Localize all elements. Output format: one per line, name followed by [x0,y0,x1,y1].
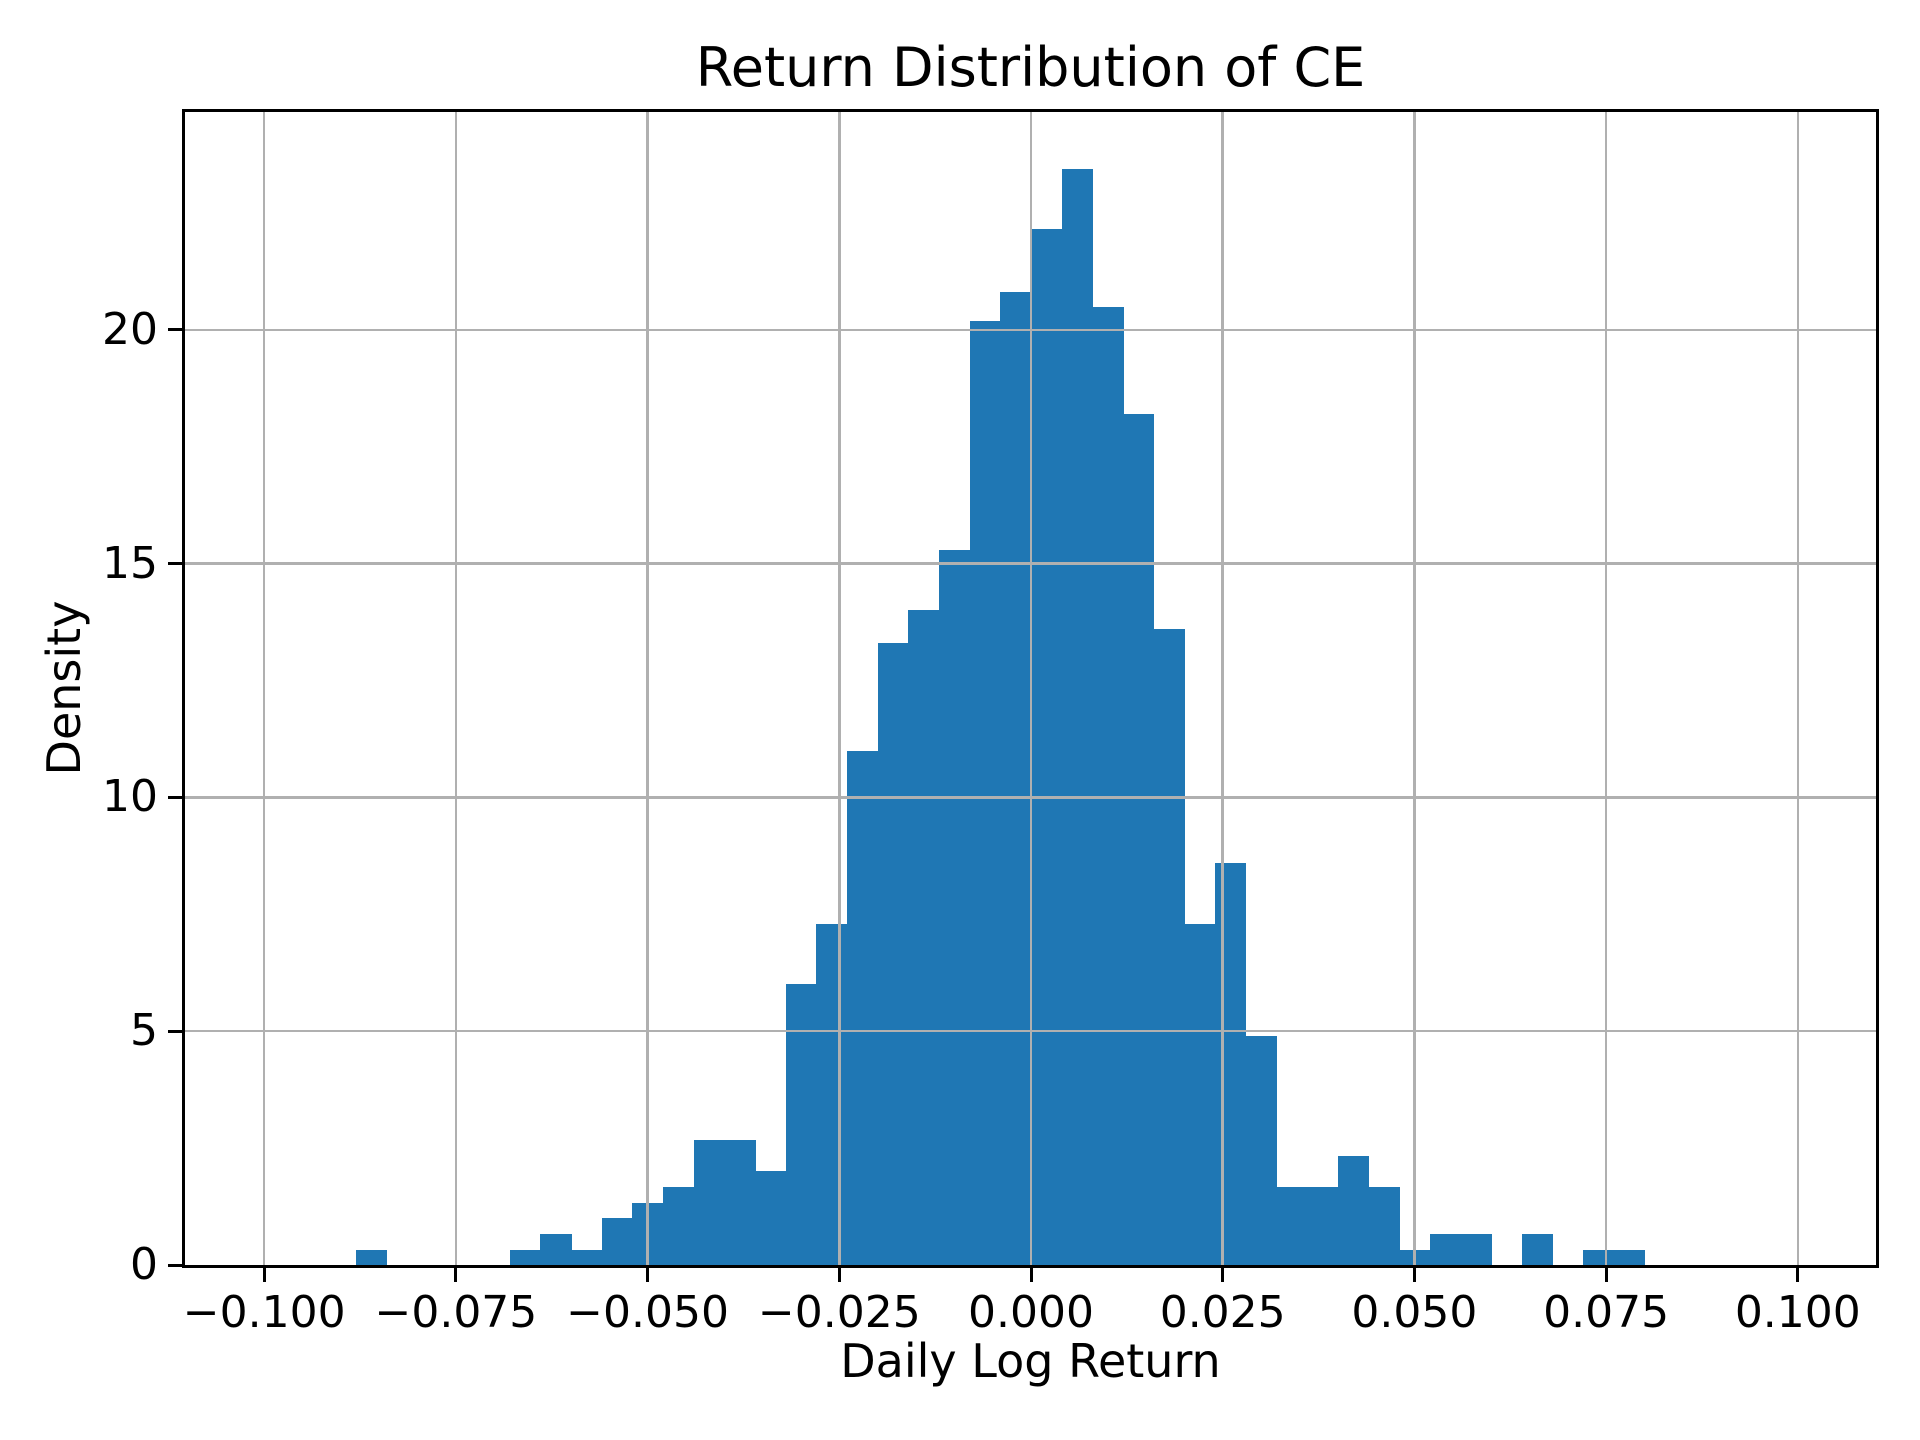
histogram-bar [1123,414,1155,1265]
x-tick-mark [646,1268,650,1282]
x-tick-label: −0.050 [566,1287,730,1338]
grid-line-horizontal [185,796,1876,799]
grid-line-vertical [454,112,458,1265]
histogram-bar [877,643,909,1265]
histogram-bar [1613,1249,1646,1265]
histogram-bar [1000,292,1032,1265]
y-tick-mark [168,328,182,332]
y-tick-label: 0 [130,1239,158,1290]
histogram-bar [693,1140,725,1265]
histogram-bar [938,549,971,1265]
plot-area [185,112,1876,1265]
histogram-bar [540,1233,572,1265]
histogram-bar [1429,1233,1461,1265]
histogram-bar [1215,862,1247,1265]
grid-line-horizontal [185,328,1876,332]
x-tick-mark [1796,1268,1800,1282]
histogram-bar [724,1140,756,1265]
histogram-bar [356,1249,388,1265]
x-tick-label: 0.075 [1543,1287,1670,1338]
x-axis-label: Daily Log Return [840,1334,1221,1388]
histogram-bar [754,1171,787,1265]
histogram-bar [816,923,848,1265]
grid-line-horizontal [185,1029,1876,1033]
grid-line-vertical [262,112,266,1265]
histogram-bar [570,1249,603,1265]
y-axis-label: Density [37,600,91,776]
x-tick-mark [262,1268,266,1282]
histogram-bar [1521,1233,1554,1265]
histogram-bar [1031,229,1063,1265]
x-tick-label: −0.075 [374,1287,538,1338]
histogram-bar [1368,1186,1400,1265]
histogram-bar [1092,306,1124,1265]
x-tick-label: 0.050 [1351,1287,1478,1338]
x-tick-label: −0.100 [182,1287,346,1338]
grid-line-horizontal [185,562,1876,565]
histogram-bar [969,320,1001,1265]
histogram-bar [601,1218,633,1265]
x-tick-label: 0.025 [1159,1287,1286,1338]
histogram-bar [1061,168,1093,1265]
x-tick-mark [837,1268,841,1282]
histogram-bar [846,750,879,1265]
x-tick-mark [454,1268,458,1282]
x-tick-mark [1604,1268,1608,1282]
histogram-bar [785,984,817,1265]
histogram-bar [1307,1186,1339,1265]
grid-line-vertical [1221,112,1224,1265]
grid-line-vertical [1029,112,1033,1265]
y-tick-label: 10 [102,771,158,823]
y-tick-label: 5 [130,1005,158,1057]
chart-title: Return Distribution of CE [695,36,1366,99]
x-tick-mark [1412,1268,1416,1282]
x-tick-mark [1029,1268,1033,1282]
histogram-bar [1184,923,1216,1265]
x-tick-mark [1221,1268,1225,1282]
histogram-bar [662,1186,695,1265]
y-tick-mark [168,1029,182,1033]
y-tick-label: 20 [102,303,158,355]
histogram-bar [509,1249,541,1265]
x-tick-label: −0.025 [757,1287,921,1338]
histogram-bar [1245,1035,1277,1265]
histogram-bar [1153,629,1185,1265]
grid-line-vertical [1796,112,1800,1265]
histogram-bar [1583,1249,1615,1265]
grid-line-vertical [838,112,841,1265]
histogram-bar [1460,1233,1492,1265]
grid-line-vertical [646,112,649,1265]
y-tick-label: 15 [102,537,158,589]
histogram-bar [1337,1156,1369,1265]
x-tick-label: 0.100 [1734,1287,1861,1338]
y-tick-mark [168,562,182,566]
histogram-bar [1276,1186,1308,1265]
grid-line-vertical [1604,112,1608,1265]
histogram-bar [908,610,940,1265]
y-tick-mark [168,1263,182,1267]
y-tick-mark [168,795,182,799]
grid-line-vertical [1413,112,1416,1265]
x-tick-label: 0.000 [968,1287,1094,1338]
